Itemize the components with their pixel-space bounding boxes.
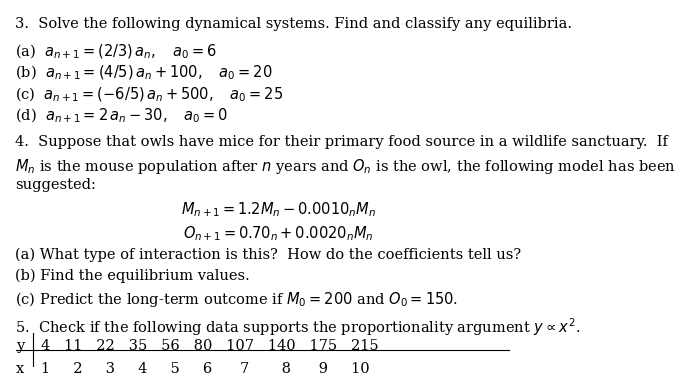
Text: (c) Predict the long-term outcome if $M_0 = 200$ and $O_0 = 150$.: (c) Predict the long-term outcome if $M_… xyxy=(15,291,458,310)
Text: (a)  $a_{n+1} = (2/3)\,a_n, \quad a_0 = 6$: (a) $a_{n+1} = (2/3)\,a_n, \quad a_0 = 6… xyxy=(15,42,217,61)
Text: 4.  Suppose that owls have mice for their primary food source in a wildlife sanc: 4. Suppose that owls have mice for their… xyxy=(15,135,668,149)
Text: $O_{n+1} = 0.70_n + 0.0020_nM_n$: $O_{n+1} = 0.70_n + 0.0020_nM_n$ xyxy=(183,224,374,243)
Text: (b) Find the equilibrium values.: (b) Find the equilibrium values. xyxy=(15,269,250,283)
Text: y: y xyxy=(16,339,24,353)
Text: $M_{n+1} = 1.2M_n - 0.0010_nM_n$: $M_{n+1} = 1.2M_n - 0.0010_nM_n$ xyxy=(181,200,376,219)
Text: (b)  $a_{n+1} = (4/5)\,a_n + 100, \quad a_0 = 20$: (b) $a_{n+1} = (4/5)\,a_n + 100, \quad a… xyxy=(15,64,273,82)
Text: $M_n$ is the mouse population after $n$ years and $O_n$ is the owl, the followin: $M_n$ is the mouse population after $n$ … xyxy=(15,157,676,176)
Text: 3.  Solve the following dynamical systems. Find and classify any equilibria.: 3. Solve the following dynamical systems… xyxy=(15,17,572,31)
Text: x: x xyxy=(16,362,24,376)
Text: (a) What type of interaction is this?  How do the coefficients tell us?: (a) What type of interaction is this? Ho… xyxy=(15,247,521,262)
Text: 5.  Check if the following data supports the proportionality argument $y \propto: 5. Check if the following data supports … xyxy=(15,316,581,338)
Text: (c)  $a_{n+1} = (-6/5)\,a_n + 500, \quad a_0 = 25$: (c) $a_{n+1} = (-6/5)\,a_n + 500, \quad … xyxy=(15,85,283,104)
Text: 4   11   22   35   56   80   107   140   175   215: 4 11 22 35 56 80 107 140 175 215 xyxy=(42,339,379,353)
Text: 1     2     3     4     5     6      7       8      9     10: 1 2 3 4 5 6 7 8 9 10 xyxy=(42,362,370,376)
Text: (d)  $a_{n+1} = 2\,a_n - 30, \quad a_0 = 0$: (d) $a_{n+1} = 2\,a_n - 30, \quad a_0 = … xyxy=(15,107,228,125)
Text: suggested:: suggested: xyxy=(15,178,96,192)
